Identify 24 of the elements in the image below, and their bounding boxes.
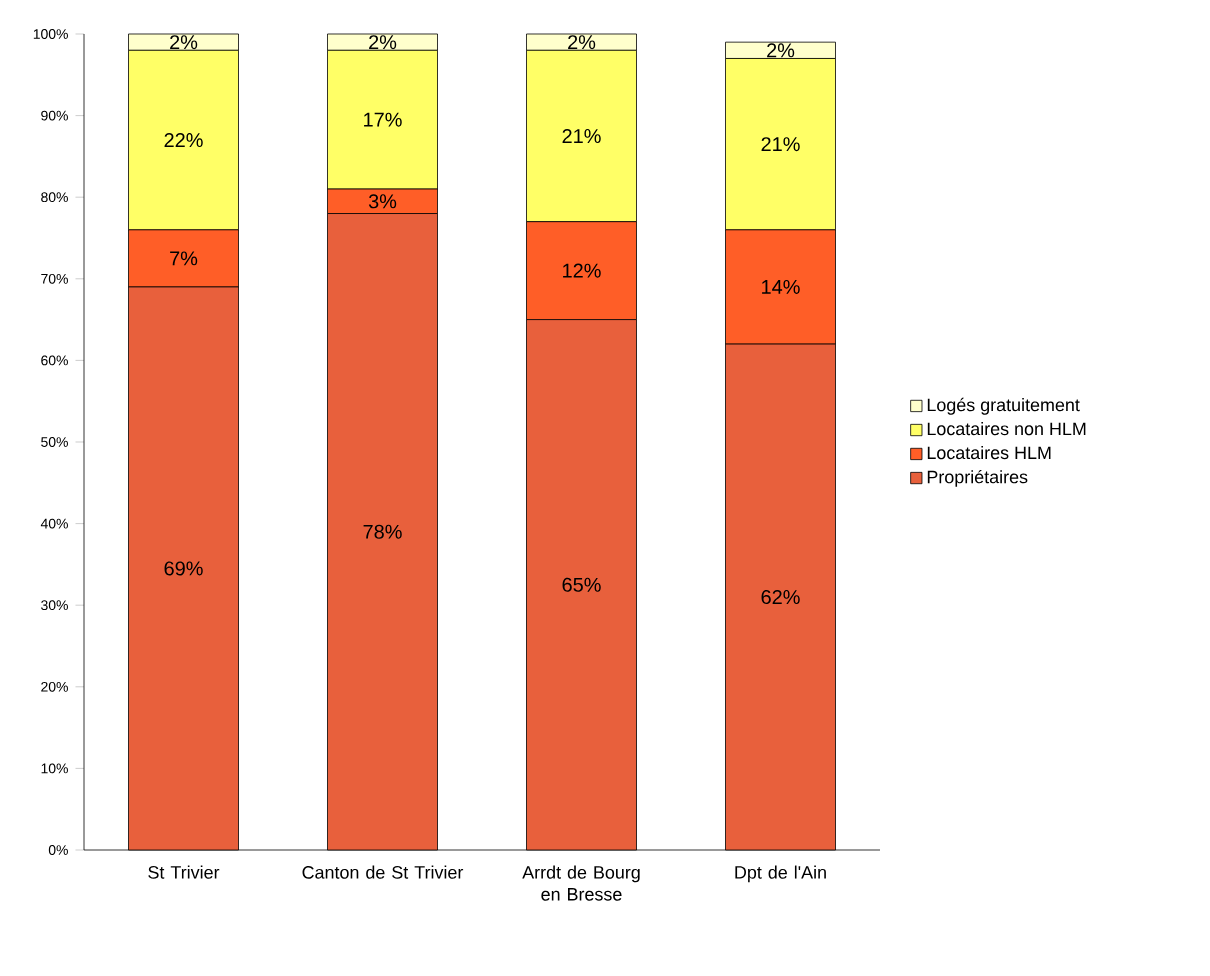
- data-label: 21%: [761, 137, 800, 152]
- data-label: 21%: [562, 128, 601, 144]
- data-label: 12%: [563, 263, 601, 278]
- x-tick-label: Dpt de l'Ain: [735, 865, 826, 883]
- data-label: 14%: [762, 279, 800, 294]
- data-label: 17%: [364, 112, 402, 127]
- data-label: 2%: [767, 43, 795, 58]
- x-tick-label: St Trivier: [148, 865, 220, 879]
- legend-label: Logés gratuitement: [927, 397, 1080, 415]
- data-label: 62%: [761, 589, 800, 605]
- data-label: 22%: [164, 133, 203, 148]
- data-label: 65%: [562, 577, 601, 592]
- data-label: 2%: [369, 35, 397, 50]
- data-label: 3%: [368, 194, 397, 209]
- data-label: 69%: [164, 561, 203, 576]
- legend-label: Propriétaires: [927, 469, 1028, 487]
- data-label: 2%: [170, 35, 198, 50]
- x-tick-label: Canton de St Trivier: [302, 865, 464, 879]
- data-label: 78%: [363, 524, 402, 539]
- data-label: 2%: [568, 35, 596, 50]
- data-label: 7%: [170, 251, 198, 266]
- legend-label: Locataires HLM: [927, 445, 1051, 460]
- x-tick-label: Arrdt de Bourg en Bresse: [522, 865, 640, 901]
- legend-label: Locataires non HLM: [927, 422, 1086, 436]
